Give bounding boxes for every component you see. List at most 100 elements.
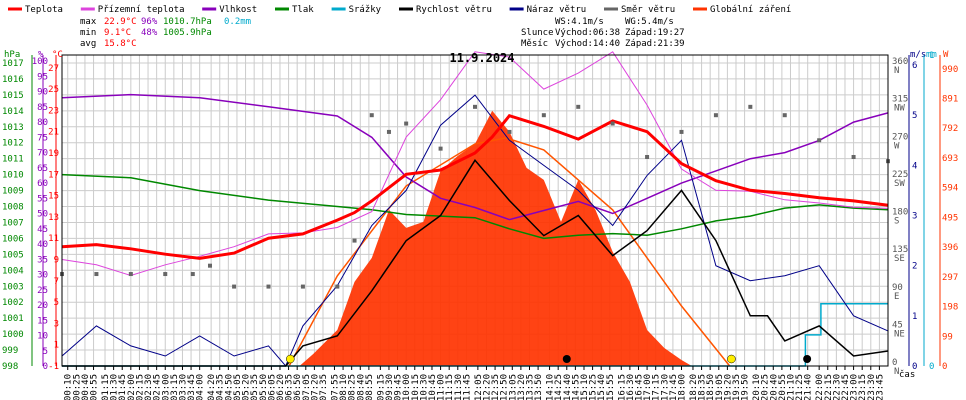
x-tick-label: 10:45 <box>428 374 438 400</box>
x-tick-label: 02:45 <box>153 374 163 400</box>
sun-rise: Východ:06:38 <box>555 28 620 38</box>
x-tick-label: 00:55 <box>90 374 100 400</box>
wind-direction-marker <box>207 263 212 268</box>
wind-speed-info: WS:4.1m/s <box>555 17 604 27</box>
x-tick-label: 21:10 <box>786 374 796 400</box>
x-tick-label: 12:50 <box>500 374 510 400</box>
dir-name-label: E <box>894 292 899 302</box>
w-tick-label: 792 <box>942 124 958 134</box>
x-tick-label: 09:15 <box>376 374 386 400</box>
hpa-tick-label: 998 <box>2 362 18 372</box>
temp-tick-label: 21 <box>48 128 59 138</box>
x-tick-label: 03:30 <box>178 374 188 400</box>
sunset-marker <box>727 354 736 364</box>
x-tick-label: 20:40 <box>769 374 779 400</box>
stats-max-rain: 0.2mm <box>224 17 251 27</box>
x-tick-label: 03:45 <box>187 374 197 400</box>
temp-tick-label: -1 <box>48 362 59 372</box>
mm-tick-label: 1 <box>929 51 934 61</box>
x-tick-label: 00:10 <box>64 374 74 400</box>
temp-tick-label: 27 <box>48 64 59 74</box>
wind-gust-line <box>61 94 889 367</box>
ms-axis-title: m/s <box>910 50 926 60</box>
x-tick-label: 07:55 <box>330 374 340 400</box>
temp-tick-label: 23 <box>48 106 59 116</box>
wind-direction-marker <box>438 146 443 151</box>
dir-deg-label: 315 <box>892 95 908 105</box>
x-tick-label: 04:20 <box>207 374 217 400</box>
dir-deg-label: 135 <box>892 245 908 255</box>
hpa-tick-label: 1010 <box>2 171 24 181</box>
w-tick-label: 990 <box>942 65 958 75</box>
ms-tick-label: 3 <box>912 212 917 222</box>
ms-tick-label: 5 <box>912 111 917 121</box>
hpa-tick-label: 999 <box>2 346 18 356</box>
pressure-line <box>61 173 889 240</box>
wind-direction-marker <box>851 154 856 159</box>
dir-name-label: NW <box>894 104 905 114</box>
ms-tick-label: 6 <box>912 61 917 71</box>
stats-min-hum: 48% <box>141 28 158 38</box>
dir-deg-label: 270 <box>892 132 908 142</box>
x-tick-label: 23:45 <box>875 374 885 400</box>
sunrise-marker <box>286 354 295 364</box>
x-tick-label: 11:30 <box>454 374 464 400</box>
x-tick-label: 05:20 <box>242 374 252 400</box>
x-tick-label: 15:40 <box>597 374 607 400</box>
wind-direction-marker <box>300 284 305 289</box>
x-tick-label: 16:30 <box>626 374 636 400</box>
x-tick-label: 12:05 <box>474 374 484 400</box>
ms-tick-label: 2 <box>912 262 917 272</box>
x-tick-label: 05:05 <box>233 374 243 400</box>
x-tick-label: 16:45 <box>634 374 644 400</box>
x-tick-label: 22:45 <box>841 374 851 400</box>
x-tick-label: 23:00 <box>850 374 860 400</box>
wind-direction-marker <box>369 113 374 118</box>
x-tick-label: 13:50 <box>534 374 544 400</box>
hpa-tick-label: 1015 <box>2 91 24 101</box>
w-tick-label: 495 <box>942 213 958 223</box>
sun-label: Slunce <box>521 28 554 38</box>
x-tick-label: 02:15 <box>135 374 145 400</box>
dir-deg-label: 90 <box>892 283 903 293</box>
x-tick-label: 03:00 <box>161 374 171 400</box>
x-tick-label: 08:55 <box>365 374 375 400</box>
moon-rise: Východ:14:40 <box>555 39 620 49</box>
x-tick-label: 15:10 <box>580 374 590 400</box>
wind-direction-marker <box>610 121 615 126</box>
legend-label: Tlak <box>292 5 314 15</box>
w-tick-label: 297 <box>942 273 958 283</box>
temp-tick-label: 15 <box>48 192 59 202</box>
x-tick-label: 23:30 <box>867 374 877 400</box>
stats-min-temp: 9.1°C <box>104 28 131 38</box>
x-tick-label: 04:00 <box>196 374 206 400</box>
x-tick-label: 17:15 <box>652 374 662 400</box>
sun-set: Západ:19:27 <box>625 28 685 38</box>
hpa-tick-label: 1003 <box>2 282 24 292</box>
x-tick-label: 21:40 <box>804 374 814 400</box>
w-tick-label: 99 <box>942 332 953 342</box>
temp-tick-label: 25 <box>48 85 59 95</box>
x-tick-label: 13:35 <box>525 374 535 400</box>
x-tick-label: 19:20 <box>723 374 733 400</box>
x-tick-label: 23:15 <box>858 374 868 400</box>
legend-label: Srážky <box>349 5 382 15</box>
moonrise-marker <box>562 355 571 363</box>
moon-set: Západ:21:39 <box>625 39 685 49</box>
x-tick-label: 01:45 <box>118 374 128 400</box>
chart-title: 11.9.2024 <box>449 51 514 65</box>
legend-label: Rychlost větru <box>416 5 492 15</box>
x-tick-label: 08:10 <box>339 374 349 400</box>
x-tick-label: 18:00 <box>678 374 688 400</box>
w-axis-title: W <box>943 50 949 60</box>
hpa-tick-label: 1007 <box>2 218 24 228</box>
stats-avg-temp: 15.8°C <box>104 39 137 49</box>
x-tick-label: 07:05 <box>302 374 312 400</box>
dir-name-label: SE <box>894 254 905 264</box>
stats-block: max 22.9°C 96% 1010.7hPa 0.2mm min 9.1°C… <box>80 17 251 49</box>
hpa-tick-label: 1004 <box>2 266 24 276</box>
stats-min-label: min <box>80 28 96 38</box>
wind-direction-marker <box>645 154 650 159</box>
dir-deg-label: 180 <box>892 208 908 218</box>
